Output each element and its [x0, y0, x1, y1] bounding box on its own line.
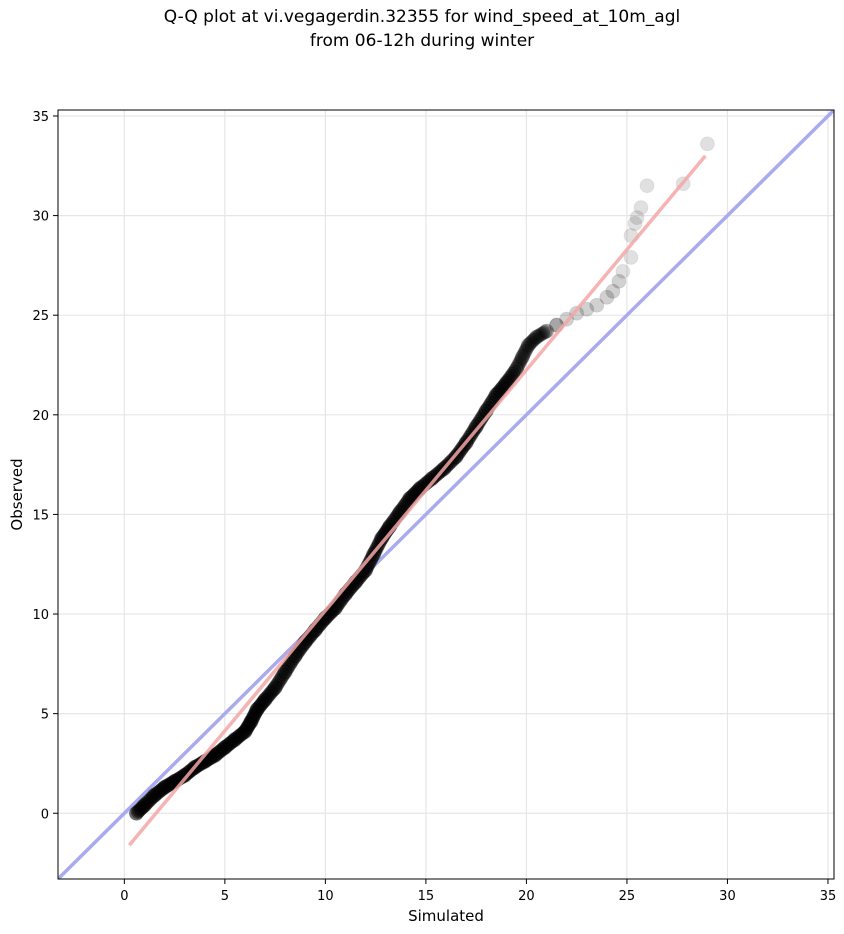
y-tick-label: 35	[32, 110, 49, 125]
y-tick-label: 0	[41, 807, 49, 822]
y-axis-label: Observed	[8, 458, 26, 530]
data-point-density	[512, 356, 527, 371]
x-tick-label: 30	[719, 889, 736, 904]
data-point	[539, 323, 555, 339]
y-tick-label: 10	[32, 608, 49, 623]
data-point	[627, 216, 643, 232]
data-point	[177, 767, 193, 783]
data-point	[514, 349, 530, 365]
plot-frame	[57, 109, 835, 880]
x-tick-label: 0	[120, 889, 128, 904]
data-point-density	[513, 354, 528, 369]
data-point-density	[281, 659, 296, 674]
identity-line	[58, 110, 834, 879]
x-tick-label: 25	[619, 889, 636, 904]
data-point-density	[522, 336, 537, 351]
data-point-density	[426, 469, 441, 484]
data-point-density	[506, 366, 521, 381]
data-point	[217, 740, 233, 756]
data-point	[579, 301, 595, 317]
data-point	[611, 273, 627, 289]
x-tick-label: 35	[820, 889, 837, 904]
chart-title-line-1: Q-Q plot at vi.vegagerdin.32355 for wind…	[163, 7, 681, 27]
data-point	[207, 747, 223, 763]
data-point-density	[510, 359, 525, 374]
data-point-density	[525, 334, 540, 349]
data-point	[615, 263, 631, 279]
data-point	[146, 787, 162, 803]
data-point	[257, 692, 273, 708]
y-tick-label: 15	[32, 508, 49, 523]
data-point-density	[526, 332, 541, 347]
x-axis-label: Simulated	[408, 907, 484, 925]
x-tick-label: 15	[418, 889, 435, 904]
data-point	[520, 337, 536, 353]
y-tick-label: 25	[32, 309, 49, 324]
data-point	[629, 210, 645, 226]
data-point-density	[517, 346, 532, 361]
data-point-density	[531, 329, 546, 344]
data-point-density	[520, 340, 535, 355]
data-point-density	[519, 342, 534, 357]
data-point-density	[500, 373, 515, 388]
data-point-density	[502, 371, 517, 386]
data-point-density	[504, 368, 519, 383]
data-point	[249, 702, 265, 718]
data-point	[633, 200, 649, 216]
data-point-density	[470, 417, 485, 432]
data-point	[136, 797, 152, 813]
data-point-density	[524, 335, 539, 350]
fit-line	[128, 154, 707, 847]
chart-title-line-2: from 06-12h during winter	[309, 31, 535, 51]
data-point	[639, 178, 655, 194]
y-tick-label: 30	[32, 210, 49, 225]
data-point-density	[534, 327, 549, 342]
x-tick-label: 5	[221, 889, 229, 904]
data-point-density	[518, 344, 533, 359]
data-point	[699, 136, 715, 152]
data-point	[589, 297, 605, 313]
data-point	[508, 361, 524, 377]
data-point	[243, 714, 259, 730]
data-point	[277, 664, 293, 680]
data-point-density	[514, 352, 529, 367]
y-tick-label: 5	[41, 708, 49, 723]
data-point-density	[259, 690, 274, 705]
data-point-density	[279, 662, 294, 677]
x-tick-label: 10	[317, 889, 334, 904]
data-point-density	[472, 414, 487, 429]
data-point	[227, 732, 243, 748]
data-point-density	[490, 385, 505, 400]
data-point-density	[528, 331, 543, 346]
data-point	[599, 289, 615, 305]
data-point	[267, 680, 283, 696]
x-tick-label: 20	[518, 889, 535, 904]
data-point-density	[532, 328, 547, 343]
y-tick-label: 20	[32, 409, 49, 424]
data-point-density	[516, 348, 531, 363]
data-point	[605, 283, 621, 299]
data-point-density	[269, 678, 284, 693]
data-point-density	[511, 358, 526, 373]
data-point	[623, 249, 639, 265]
data-point-density	[271, 675, 286, 690]
data-point-density	[537, 325, 552, 340]
data-point-density	[536, 326, 551, 341]
data-point-density	[507, 364, 522, 379]
data-point	[488, 387, 504, 403]
data-point	[528, 329, 544, 345]
